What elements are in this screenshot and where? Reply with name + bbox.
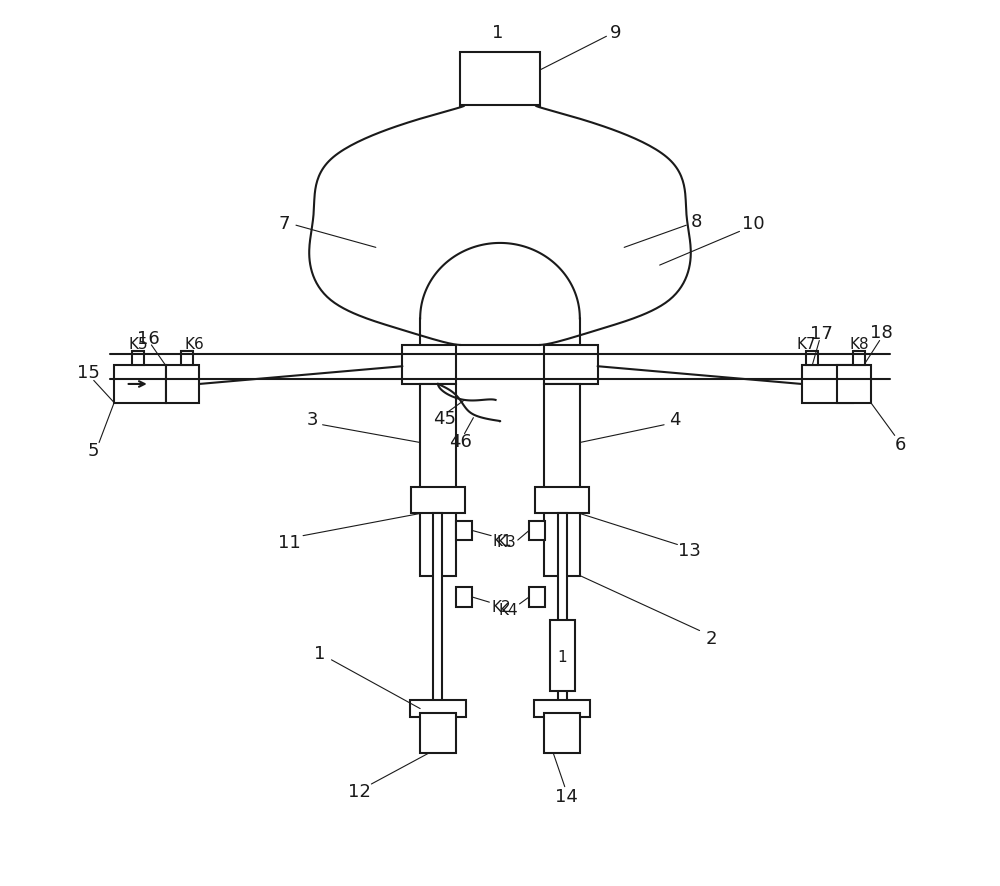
- Text: K6: K6: [184, 337, 204, 351]
- Bar: [166, 366, 199, 403]
- Bar: [402, 346, 456, 385]
- Bar: [132, 352, 144, 366]
- Text: 3: 3: [306, 410, 318, 428]
- Text: 13: 13: [678, 541, 701, 559]
- Bar: [181, 352, 193, 366]
- Text: K5: K5: [128, 337, 148, 351]
- Bar: [802, 366, 853, 403]
- Text: 1: 1: [557, 649, 567, 664]
- Bar: [544, 385, 580, 576]
- Text: 18: 18: [870, 323, 893, 341]
- Bar: [456, 587, 472, 607]
- Text: 8: 8: [691, 213, 703, 230]
- Bar: [433, 514, 442, 709]
- Bar: [837, 366, 871, 403]
- Text: K2: K2: [492, 600, 512, 614]
- Text: K7: K7: [796, 337, 816, 351]
- Text: 16: 16: [137, 330, 160, 347]
- Text: 12: 12: [348, 782, 371, 800]
- Bar: [420, 385, 456, 576]
- Text: 7: 7: [279, 214, 290, 232]
- Text: 45: 45: [433, 409, 456, 427]
- Text: 15: 15: [77, 363, 100, 381]
- Text: 10: 10: [742, 214, 765, 232]
- Bar: [410, 700, 466, 718]
- Text: 17: 17: [810, 325, 833, 343]
- Text: 1: 1: [492, 24, 503, 42]
- Bar: [420, 713, 456, 753]
- Text: K4: K4: [498, 602, 518, 617]
- Bar: [535, 487, 589, 514]
- Bar: [456, 521, 472, 540]
- Text: 9: 9: [610, 24, 621, 42]
- Text: 46: 46: [449, 432, 472, 450]
- Text: 6: 6: [895, 436, 907, 454]
- Text: 5: 5: [88, 441, 100, 459]
- Text: K3: K3: [496, 535, 516, 549]
- Text: 2: 2: [705, 629, 717, 647]
- Bar: [529, 521, 545, 540]
- Text: 1: 1: [314, 644, 326, 662]
- Bar: [853, 352, 865, 366]
- Text: 14: 14: [555, 787, 578, 804]
- Text: K8: K8: [849, 337, 869, 351]
- Text: 4: 4: [669, 410, 680, 428]
- Bar: [411, 487, 465, 514]
- Bar: [544, 346, 598, 385]
- Bar: [529, 587, 545, 607]
- Bar: [806, 352, 818, 366]
- Text: 11: 11: [278, 533, 301, 551]
- Bar: [460, 53, 540, 106]
- Bar: [550, 620, 575, 691]
- Bar: [114, 366, 166, 403]
- Text: K1: K1: [493, 533, 512, 548]
- Bar: [534, 700, 590, 718]
- Bar: [558, 514, 567, 709]
- Bar: [544, 713, 580, 753]
